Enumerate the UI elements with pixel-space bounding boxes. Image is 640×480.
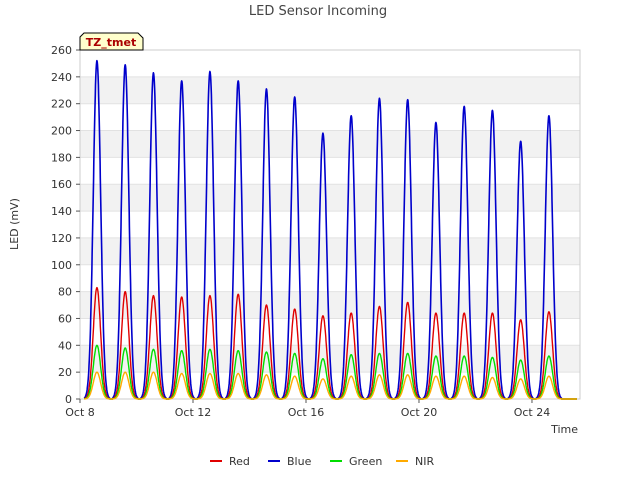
legend-label-red: Red	[229, 455, 250, 468]
y-tick-label: 20	[58, 366, 72, 379]
series-layer	[83, 59, 578, 400]
y-tick-label: 120	[51, 232, 72, 245]
y-tick-label: 200	[51, 125, 72, 138]
legend-label-nir: NIR	[415, 455, 434, 468]
x-axis-label: Time	[550, 423, 578, 436]
tag-label: TZ_tmet	[86, 36, 136, 49]
y-tick-label: 0	[65, 393, 72, 406]
x-tick-label: Oct 20	[401, 406, 438, 419]
legend: Red Blue Green NIR	[210, 455, 434, 468]
chart-title: LED Sensor Incoming	[249, 4, 387, 19]
y-tick-label: 240	[51, 71, 72, 84]
x-tick-label: Oct 8	[65, 406, 95, 419]
legend-label-blue: Blue	[287, 455, 312, 468]
tag-box: TZ_tmet	[79, 32, 144, 51]
background-bands	[80, 76, 580, 373]
y-tick-label: 220	[51, 98, 72, 111]
x-tick-label: Oct 16	[288, 406, 325, 419]
y-tick-label: 140	[51, 205, 72, 218]
band	[80, 291, 580, 319]
plot-frame	[79, 49, 581, 400]
x-tick-label: Oct 12	[175, 406, 212, 419]
band	[80, 76, 580, 104]
y-tick-label: 60	[58, 312, 72, 325]
y-tick-label: 80	[58, 286, 72, 299]
band	[80, 184, 580, 212]
series-line-nir	[83, 371, 578, 400]
y-axis-label: LED (mV)	[8, 198, 21, 250]
y-axis: 0 20 40 60 80 100 120 140 160 180 200 220 240 260	[51, 44, 80, 406]
y-tick-label: 40	[58, 339, 72, 352]
band	[80, 130, 580, 158]
tag-box-shape	[79, 32, 144, 51]
x-tick-label: Oct 24	[514, 406, 551, 419]
y-tick-label: 180	[51, 151, 72, 164]
x-axis: Oct 8 Oct 12 Oct 16 Oct 20 Oct 24	[65, 399, 550, 419]
legend-label-green: Green	[349, 455, 382, 468]
y-tick-label: 160	[51, 178, 72, 191]
y-tick-label: 260	[51, 44, 72, 57]
band	[80, 237, 580, 265]
y-tick-label: 100	[51, 259, 72, 272]
